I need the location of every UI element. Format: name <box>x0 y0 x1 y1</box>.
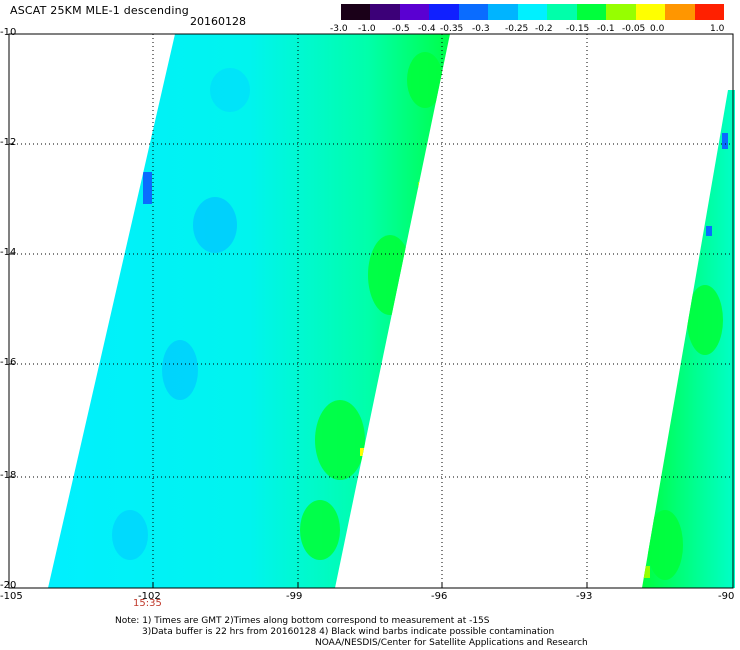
lon-label-96: -96 <box>431 591 448 602</box>
lat-label-16: -16 <box>0 357 17 368</box>
colorbar-tick-label: -0.3 <box>472 24 490 34</box>
colorbar-segment <box>694 4 725 20</box>
colorbar-tick-label: -3.0 <box>330 24 348 34</box>
notes-block: Note: 1) Times are GMT 2)Times along bot… <box>115 616 675 649</box>
colorbar-tick-label: 1.0 <box>710 24 725 34</box>
colorbar-segment <box>399 4 430 20</box>
map-date: 20160128 <box>190 15 246 28</box>
lat-label-10: -10 <box>0 27 17 38</box>
colorbar-tick-label: -0.2 <box>535 24 553 34</box>
colorbar-segment <box>665 4 695 20</box>
colorbar-segment <box>517 4 548 20</box>
colorbar-segment <box>458 4 489 20</box>
eastern-swath <box>642 90 735 588</box>
lat-label-18: -18 <box>0 470 17 481</box>
plot-frame <box>8 33 734 589</box>
colorbar-segment <box>429 4 459 20</box>
colorbar-labels: -3.0 -1.0 -0.5 -0.4 -0.35 -0.3 -0.25 -0.2 -0.15-… <box>330 24 730 36</box>
colorbar-segment <box>488 4 518 20</box>
colorbar-segment <box>635 4 666 20</box>
colorbar-tick-label: -0.15 <box>566 24 590 34</box>
tick-marks <box>9 143 588 588</box>
colorbar-tick-label: -1.0 <box>358 24 376 34</box>
note-line-3: NOAA/NESDIS/Center for Satellite Applica… <box>315 638 588 648</box>
lat-label-14: -14 <box>0 247 17 258</box>
colorbar-tick-label: -0.35 <box>440 24 464 34</box>
pass-time-label: 15:35 <box>133 598 162 609</box>
graticule <box>9 34 733 588</box>
colorbar-tick-label: -0.05 <box>622 24 646 34</box>
colorbar-segment <box>370 4 400 20</box>
lat-label-20: -20 <box>0 580 17 591</box>
colorbar-tick-label: -0.4 <box>418 24 436 34</box>
colorbar-segment <box>341 4 371 20</box>
colorbar-tick-label: -0.1 <box>597 24 615 34</box>
lon-label-93: -93 <box>576 591 593 602</box>
map-title: ASCAT 25KM MLE-1 descending <box>10 4 189 17</box>
lat-label-12: -12 <box>0 137 17 148</box>
note-line-2: 3)Data buffer is 22 hrs from 20160128 4)… <box>142 627 555 637</box>
colorbar-segment <box>576 4 607 20</box>
lon-label-102: -102 <box>138 591 161 602</box>
lon-label-90: -90 <box>718 591 735 602</box>
colorbar-tick-label: -0.5 <box>392 24 410 34</box>
colorbar-tick-label: 0.0 <box>650 24 665 34</box>
note-line-1: Note: 1) Times are GMT 2)Times along bot… <box>115 616 490 626</box>
lon-label-99: -99 <box>286 591 303 602</box>
lon-label-105: -105 <box>0 591 23 602</box>
western-swath <box>48 34 450 588</box>
colorbar-segment <box>606 4 636 20</box>
colorbar-segment <box>547 4 577 20</box>
colorbar-tick-label: -0.25 <box>505 24 529 34</box>
colorbar <box>341 4 725 20</box>
